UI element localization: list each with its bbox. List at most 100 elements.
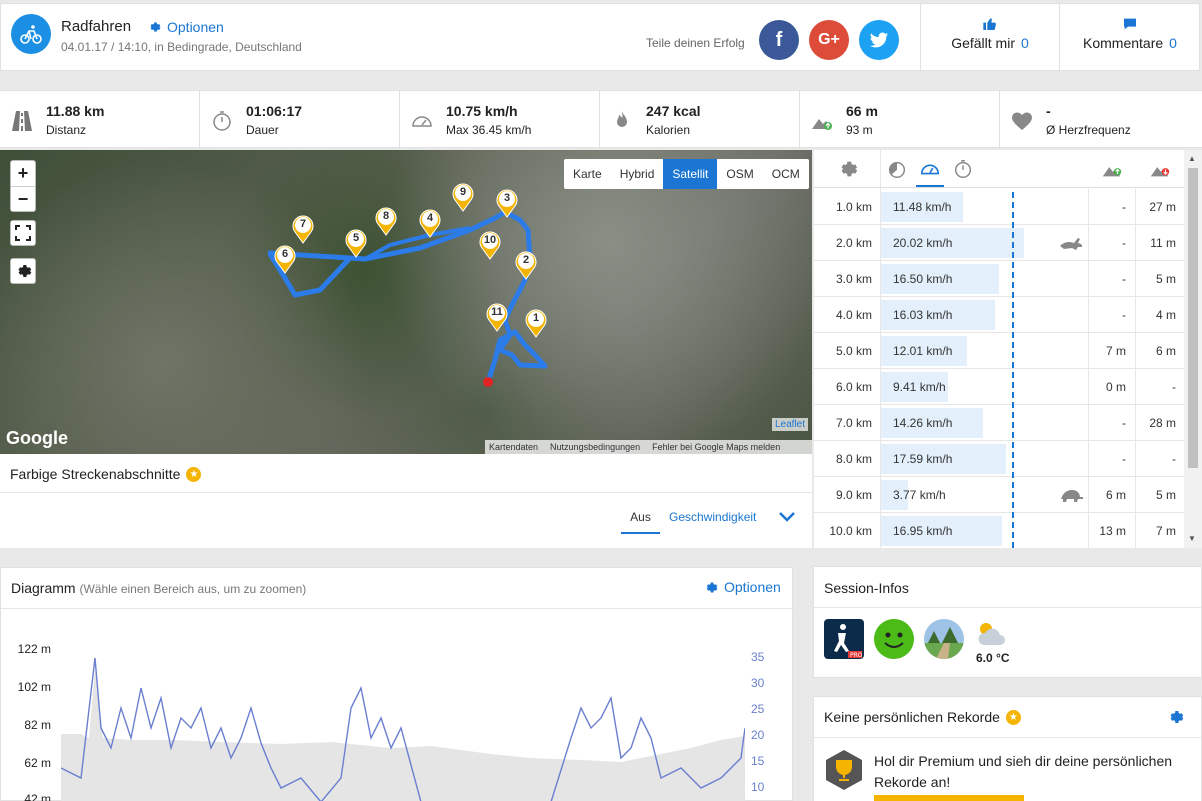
gear-icon[interactable] xyxy=(1166,708,1184,726)
split-row[interactable]: 3.0 km 16.50 km/h -5 m xyxy=(814,261,1184,297)
attribution-link[interactable]: Nutzungsbedingungen xyxy=(550,442,641,452)
splits-scrollbar[interactable]: ▲ ▼ xyxy=(1184,150,1202,548)
chevron-down-icon[interactable] xyxy=(778,510,796,524)
y-axis-right-label: 15 xyxy=(751,754,765,768)
activity-header: Radfahren Optionen 04.01.17 / 14:10, in … xyxy=(0,3,1200,72)
km-marker[interactable]: 7 xyxy=(291,214,315,244)
split-ascent: 13 m xyxy=(1088,513,1134,548)
attribution-link[interactable]: Fehler bei Google Maps melden xyxy=(652,442,781,452)
scroll-thumb[interactable] xyxy=(1188,168,1198,468)
split-row[interactable]: 7.0 km 14.26 km/h -28 m xyxy=(814,405,1184,441)
split-km: 1.0 km xyxy=(835,200,872,214)
split-speed-bar xyxy=(881,372,948,402)
diagram-panel: Diagramm (Wähle einen Bereich aus, um zu… xyxy=(0,567,794,801)
flame-icon xyxy=(617,111,627,127)
diagram-chart[interactable] xyxy=(61,628,745,801)
split-descent: 4 m xyxy=(1135,297,1184,333)
km-marker[interactable]: 3 xyxy=(495,188,519,218)
split-ascent: - xyxy=(1088,441,1134,477)
km-marker[interactable]: 2 xyxy=(514,250,538,280)
zoom-out-button[interactable]: − xyxy=(11,186,35,211)
trophy-icon xyxy=(826,750,862,790)
km-marker[interactable]: 9 xyxy=(451,182,475,212)
split-speed: 12.01 km/h xyxy=(893,344,953,358)
split-km: 4.0 km xyxy=(835,308,872,322)
km-marker[interactable]: 6 xyxy=(273,244,297,274)
split-row[interactable]: 8.0 km 17.59 km/h - - xyxy=(814,441,1184,477)
stat-duration: 01:06:17 Dauer xyxy=(200,91,400,149)
map-type-karte[interactable]: Karte xyxy=(573,167,602,181)
diagram-options-link[interactable]: Optionen xyxy=(703,579,781,595)
stats-bar: 11.88 km Distanz 01:06:17 Dauer 10.75 km… xyxy=(0,90,1202,149)
split-row[interactable]: 1.0 km 11.48 km/h -27 m xyxy=(814,189,1184,225)
header-options-link[interactable]: Optionen xyxy=(147,19,224,35)
scroll-up-icon[interactable]: ▲ xyxy=(1188,154,1196,163)
split-row[interactable]: 6.0 km 9.41 km/h 0 m- xyxy=(814,369,1184,405)
map-type-osm[interactable]: OSM xyxy=(726,167,754,181)
y-axis-left-label: 122 m xyxy=(17,642,51,656)
session-info-title: Session-Infos xyxy=(824,580,909,596)
facebook-share-button[interactable]: f xyxy=(759,20,799,60)
km-marker[interactable]: 10 xyxy=(478,230,502,260)
activity-title: Radfahren xyxy=(61,18,132,35)
map-type-satellit[interactable]: Satellit xyxy=(663,159,718,189)
split-ascent: 0 m xyxy=(1088,369,1134,405)
map-type-hybrid[interactable]: Hybrid xyxy=(619,167,655,181)
stopwatch-icon[interactable] xyxy=(952,158,974,180)
stat-label: Ø Herzfrequenz xyxy=(1046,123,1131,137)
records-title-label: Keine persönlichen Rekorde xyxy=(824,709,1000,725)
leaflet-link[interactable]: Leaflet xyxy=(772,418,809,431)
split-ascent: - xyxy=(1088,297,1134,333)
records-panel: Keine persönlichen Rekorde ★ Hol dir Pre… xyxy=(813,696,1202,801)
km-marker-label: 3 xyxy=(503,192,511,204)
pace-icon[interactable] xyxy=(886,158,908,180)
map-settings-button[interactable] xyxy=(10,258,36,284)
comment-button[interactable]: Kommentare 0 xyxy=(1060,16,1200,51)
segments-tab-off[interactable]: Aus xyxy=(621,510,660,534)
km-marker[interactable]: 4 xyxy=(418,208,442,238)
records-title: Keine persönlichen Rekorde ★ xyxy=(824,709,1021,725)
twitter-share-button[interactable] xyxy=(859,20,899,60)
zoom-in-button[interactable]: + xyxy=(17,163,29,183)
split-km: 2.0 km xyxy=(835,236,872,250)
stat-label: Kalorien xyxy=(646,123,691,137)
divider xyxy=(1,608,794,609)
app-icon: PRO xyxy=(824,619,864,659)
scroll-down-icon[interactable]: ▼ xyxy=(1188,534,1196,543)
split-row[interactable]: 4.0 km 16.03 km/h -4 m xyxy=(814,297,1184,333)
y-axis-right-label: 35 xyxy=(751,650,765,664)
attribution-link[interactable]: Kartendaten xyxy=(489,442,539,452)
splits-header xyxy=(814,150,1184,188)
km-marker[interactable]: 1 xyxy=(524,308,548,338)
km-marker[interactable]: 8 xyxy=(374,206,398,236)
segments-tab-speed[interactable]: Geschwindigkeit xyxy=(669,510,757,524)
colored-segments-panel: Farbige Streckenabschnitte ★ Aus Geschwi… xyxy=(0,454,812,548)
speedometer-icon[interactable] xyxy=(918,158,942,180)
turtle-icon xyxy=(1058,486,1084,504)
speedometer-icon xyxy=(412,116,432,127)
premium-button[interactable] xyxy=(874,795,1024,801)
split-km: 6.0 km xyxy=(835,380,872,394)
km-marker[interactable]: 5 xyxy=(344,228,368,258)
stat-label: Max 36.45 km/h xyxy=(446,123,532,137)
stat-label: 93 m xyxy=(846,123,873,137)
column-divider xyxy=(880,150,881,548)
like-button[interactable]: Gefällt mir 0 xyxy=(921,16,1059,51)
gear-icon[interactable] xyxy=(836,158,858,180)
colored-segments-label: Farbige Streckenabschnitte xyxy=(10,466,181,482)
split-speed-bar xyxy=(881,336,967,366)
fullscreen-button[interactable] xyxy=(10,220,36,246)
split-km: 8.0 km xyxy=(835,452,872,466)
googleplus-share-button[interactable]: G+ xyxy=(809,20,849,60)
map-type-ocm[interactable]: OCM xyxy=(771,167,800,181)
map-attribution: Kartendaten Nutzungsbedingungen Fehler b… xyxy=(485,440,812,454)
happy-mood-icon xyxy=(874,619,914,659)
split-speed: 16.50 km/h xyxy=(893,272,953,286)
split-speed-bar xyxy=(881,516,1002,546)
route-map[interactable]: + − Karte Hybrid Satellit OSM OCM 1 2 3 4 5 6… xyxy=(0,150,812,454)
split-row[interactable]: 2.0 km 20.02 km/h -11 m xyxy=(814,225,1184,261)
km-marker[interactable]: 11 xyxy=(485,302,509,332)
